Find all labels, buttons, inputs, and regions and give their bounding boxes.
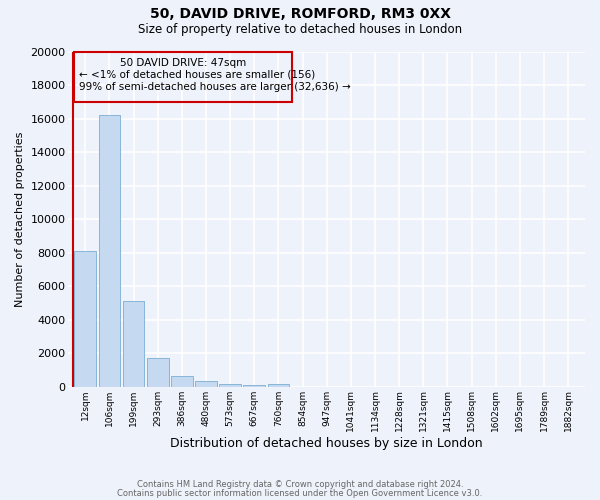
Bar bbox=[171, 376, 193, 386]
Bar bbox=[74, 52, 292, 102]
Bar bbox=[268, 384, 289, 386]
Bar bbox=[220, 384, 241, 386]
Bar bbox=[123, 301, 145, 386]
X-axis label: Distribution of detached houses by size in London: Distribution of detached houses by size … bbox=[170, 437, 483, 450]
Text: 50, DAVID DRIVE, ROMFORD, RM3 0XX: 50, DAVID DRIVE, ROMFORD, RM3 0XX bbox=[149, 8, 451, 22]
Text: ← <1% of detached houses are smaller (156): ← <1% of detached houses are smaller (15… bbox=[79, 70, 316, 80]
Text: 99% of semi-detached houses are larger (32,636) →: 99% of semi-detached houses are larger (… bbox=[79, 82, 351, 92]
Text: Contains HM Land Registry data © Crown copyright and database right 2024.: Contains HM Land Registry data © Crown c… bbox=[137, 480, 463, 489]
Bar bbox=[195, 381, 217, 386]
Bar bbox=[98, 115, 121, 386]
Bar bbox=[244, 385, 265, 386]
Bar bbox=[74, 251, 96, 386]
Bar bbox=[147, 358, 169, 386]
Y-axis label: Number of detached properties: Number of detached properties bbox=[15, 132, 25, 306]
Text: Contains public sector information licensed under the Open Government Licence v3: Contains public sector information licen… bbox=[118, 490, 482, 498]
Text: 50 DAVID DRIVE: 47sqm: 50 DAVID DRIVE: 47sqm bbox=[120, 58, 246, 68]
Text: Size of property relative to detached houses in London: Size of property relative to detached ho… bbox=[138, 22, 462, 36]
